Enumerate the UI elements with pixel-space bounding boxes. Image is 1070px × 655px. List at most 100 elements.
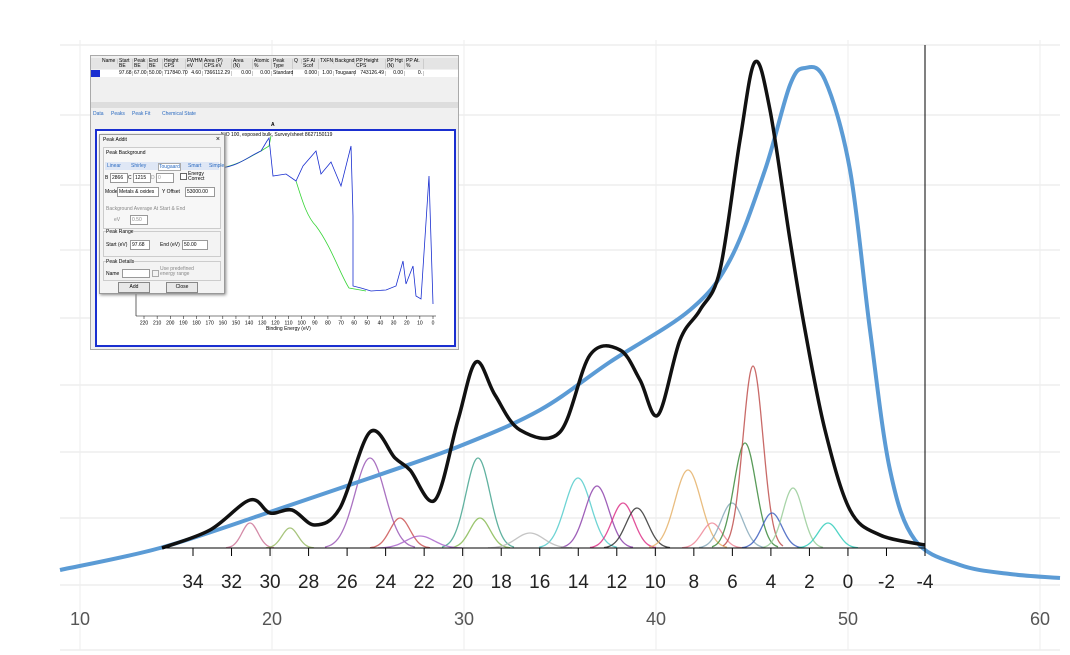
inner-tick-label: 20 [452, 572, 473, 593]
dialog: Peak Addit × Peak Background Linear Shirl… [99, 134, 225, 294]
input[interactable]: 0 [156, 173, 174, 183]
table-header-cell: SF Al Scof [302, 59, 319, 69]
inner-tick-label: 28 [298, 572, 319, 593]
spectrum-tick-label: 190 [179, 320, 188, 326]
tab[interactable]: Peak Fit [132, 111, 151, 117]
checkbox[interactable] [152, 270, 159, 277]
table-cell: 0.000 [302, 71, 319, 76]
component-peak [377, 535, 463, 549]
bg-tab[interactable]: Linear [107, 163, 121, 169]
close-x[interactable]: × [215, 136, 220, 143]
component-peak [369, 517, 431, 549]
add-button[interactable]: Add [118, 282, 150, 293]
table-header-cell: Area (N) [232, 59, 253, 69]
select[interactable]: Metals & oxides [117, 187, 159, 197]
spectrum-tick-label: 210 [153, 320, 162, 326]
row-marker [91, 70, 100, 77]
table-cell: 4.60 [186, 71, 203, 76]
inner-tick-label: 32 [221, 572, 242, 593]
table-header-cell: Area (P) CPS.eV [203, 59, 232, 69]
input[interactable]: 53000.00 [185, 187, 215, 197]
table-header-cell: Backgnd [335, 58, 355, 64]
outer-tick-label: 20 [262, 609, 282, 629]
tab[interactable]: Chemical State [162, 111, 196, 117]
input[interactable]: 0.50 [130, 215, 148, 225]
table-header-cell: Height CPS [163, 59, 186, 69]
label: Mode [105, 189, 118, 195]
component-peak [681, 522, 743, 549]
inner-tick-label: 6 [727, 572, 738, 593]
table-cell: 67.00 [134, 70, 148, 76]
spectrum-tick-label: 80 [325, 320, 331, 326]
spectrum-line [220, 136, 434, 305]
component-peak [487, 532, 573, 549]
outer-tick-label: 50 [838, 609, 858, 629]
spectrum-tick-label: 180 [192, 320, 201, 326]
table-header-cell: Start BE [118, 59, 133, 69]
spectrum-tick-label: 140 [245, 320, 254, 326]
component-peak [265, 527, 315, 549]
input[interactable]: 1215 [133, 173, 151, 183]
bg-tab[interactable]: Shirley [131, 163, 147, 169]
close-button[interactable]: Close [166, 282, 198, 293]
inner-tick-label: 4 [766, 572, 777, 593]
label: Use predefined energy range [160, 266, 194, 277]
table-header: Name Start BE Peak BE End BE Height CPS FWHM … [91, 58, 458, 69]
component-peak [560, 485, 634, 548]
spectrum-xlabel: Binding Energy (eV) [266, 326, 311, 332]
spectrum-tick-label: 110 [285, 320, 293, 326]
bg-tab[interactable]: Tougaard [158, 163, 181, 171]
table-cell: 1.00 [319, 71, 334, 76]
table-header-cell: FWHM eV [187, 58, 203, 69]
table-cell: 50.00 [149, 70, 163, 76]
component-peak [722, 365, 784, 547]
table-header-cell: PP Height CPS [355, 59, 386, 69]
input[interactable]: 2866 [110, 173, 128, 183]
spectrum-title: NiO 100, exposed bulk, Survey/sheet 8627… [221, 132, 333, 138]
spectrum-tick-label: 30 [391, 320, 397, 326]
inner-tick-label: 24 [375, 572, 397, 593]
table-header-cell: PP At. % [405, 59, 424, 69]
table-cell: 743126.49 [355, 71, 386, 76]
component-peak [324, 457, 416, 548]
label: Energy Correct [188, 171, 205, 182]
bg-tab[interactable]: Simple [209, 163, 225, 169]
inner-tick-label: 0 [843, 572, 854, 593]
inner-tick-label: 12 [606, 572, 627, 593]
table-header-cell: Atomic % [253, 59, 272, 69]
spectrum-tick-label: 200 [166, 320, 175, 326]
checkbox[interactable] [180, 173, 187, 180]
table-cell: 0. [405, 71, 424, 76]
spectrum-tick-label: 0 [432, 320, 435, 326]
input[interactable] [122, 269, 150, 278]
outer-tick-label: 60 [1030, 609, 1050, 629]
blue-curve [59, 64, 1061, 580]
table-cell: 717840.70 [164, 70, 188, 76]
tab[interactable]: Peaks [111, 111, 125, 117]
panel-label: A [271, 122, 275, 128]
scrollbar [91, 102, 458, 108]
table-cell: 97.68 [119, 70, 133, 76]
spectrum-tick-label: 40 [378, 320, 384, 326]
component-peak [589, 502, 657, 549]
inner-tick-label: 18 [491, 572, 512, 593]
input[interactable]: 97.68 [130, 240, 150, 250]
bg-tabs: Linear Shirley Tougaard Smart Simple [105, 162, 224, 171]
tab[interactable]: Data [93, 111, 104, 117]
label: Start (eV) [106, 242, 128, 248]
spectrum-tick-label: 70 [338, 320, 344, 326]
table-row: 97.68 67.00 50.00 717840.70 4.60 7366112.29 0.… [91, 70, 458, 77]
inner-tick-label: 10 [645, 572, 666, 593]
outer-tick-label: 40 [646, 609, 666, 629]
bg-tab[interactable]: Smart [188, 163, 202, 169]
table-cell: Tougaard [335, 70, 356, 76]
inner-tick-label: 14 [568, 572, 590, 593]
component-peak [449, 517, 511, 549]
component-peak [797, 522, 859, 549]
input[interactable]: 50.00 [182, 240, 208, 250]
background-line [220, 135, 367, 292]
component-peak [741, 512, 803, 549]
label: D [151, 175, 155, 181]
table-header-cell: Peak BE [133, 59, 148, 69]
inset-window: Name Start BE Peak BE End BE Height CPS FWHM … [90, 55, 459, 350]
